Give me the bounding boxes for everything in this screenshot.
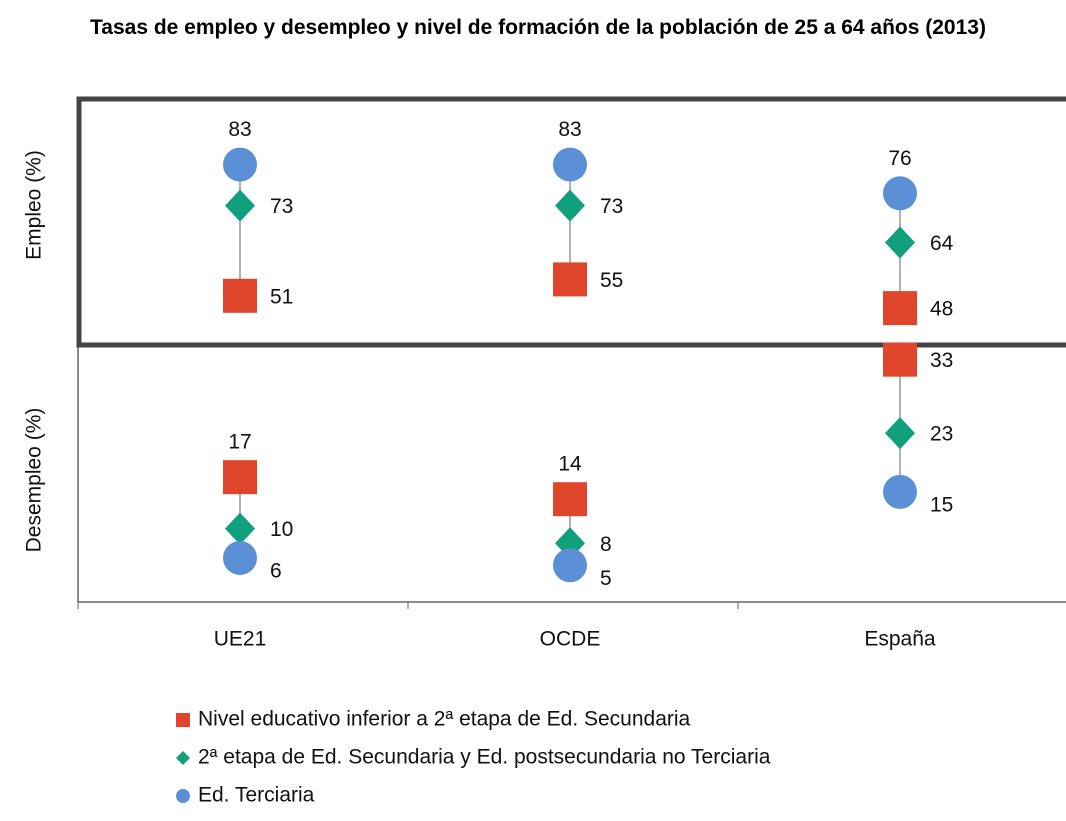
data-label: 83 bbox=[558, 118, 581, 141]
panel-frame bbox=[76, 96, 1066, 348]
marker-diamond bbox=[885, 226, 915, 259]
marker-circle bbox=[883, 176, 917, 211]
marker-diamond bbox=[225, 512, 255, 545]
data-label: 23 bbox=[930, 423, 953, 446]
marker-square bbox=[553, 262, 587, 297]
x-tick-label: UE21 bbox=[214, 628, 267, 651]
chart-title: Tasas de empleo y desempleo y nivel de f… bbox=[90, 16, 986, 39]
data-label: 5 bbox=[600, 567, 612, 590]
marker-circle bbox=[223, 540, 257, 575]
data-label: 15 bbox=[930, 493, 953, 516]
data-label: 73 bbox=[270, 195, 293, 218]
marker-square bbox=[553, 482, 587, 517]
marker-circle bbox=[553, 548, 587, 583]
data-label: 10 bbox=[270, 518, 293, 541]
data-label: 73 bbox=[600, 195, 623, 218]
marker-diamond bbox=[225, 189, 255, 222]
y-axis-label: Empleo (%) bbox=[23, 150, 46, 260]
data-label: 48 bbox=[930, 298, 953, 321]
marker-diamond bbox=[885, 417, 915, 450]
data-label: 51 bbox=[270, 285, 293, 308]
marker-circle bbox=[553, 147, 587, 182]
marker-diamond bbox=[555, 189, 585, 222]
marker-circle bbox=[883, 474, 917, 509]
legend-label: Ed. Terciaria bbox=[198, 784, 315, 807]
legend-marker bbox=[176, 713, 190, 727]
data-label: 64 bbox=[930, 232, 954, 255]
legend-label: 2ª etapa de Ed. Secundaria y Ed. postsec… bbox=[198, 746, 771, 769]
marker-circle bbox=[223, 147, 257, 182]
x-tick-label: OCDE bbox=[540, 628, 601, 651]
y-axis-label: Desempleo (%) bbox=[23, 408, 46, 553]
data-label: 14 bbox=[558, 453, 582, 476]
legend-marker bbox=[176, 751, 190, 765]
data-label: 83 bbox=[228, 118, 251, 141]
legend-marker bbox=[176, 789, 190, 803]
data-label: 17 bbox=[228, 431, 251, 454]
data-label: 55 bbox=[600, 269, 623, 292]
marker-square bbox=[883, 291, 917, 326]
marker-square bbox=[223, 278, 257, 313]
data-label: 76 bbox=[888, 147, 911, 170]
data-label: 8 bbox=[600, 533, 612, 556]
x-tick-label: España bbox=[864, 628, 936, 651]
marker-square bbox=[223, 460, 257, 495]
data-label: 6 bbox=[270, 559, 282, 582]
marker-square bbox=[883, 342, 917, 377]
legend-label: Nivel educativo inferior a 2ª etapa de E… bbox=[198, 708, 691, 731]
data-label: 33 bbox=[930, 349, 953, 372]
